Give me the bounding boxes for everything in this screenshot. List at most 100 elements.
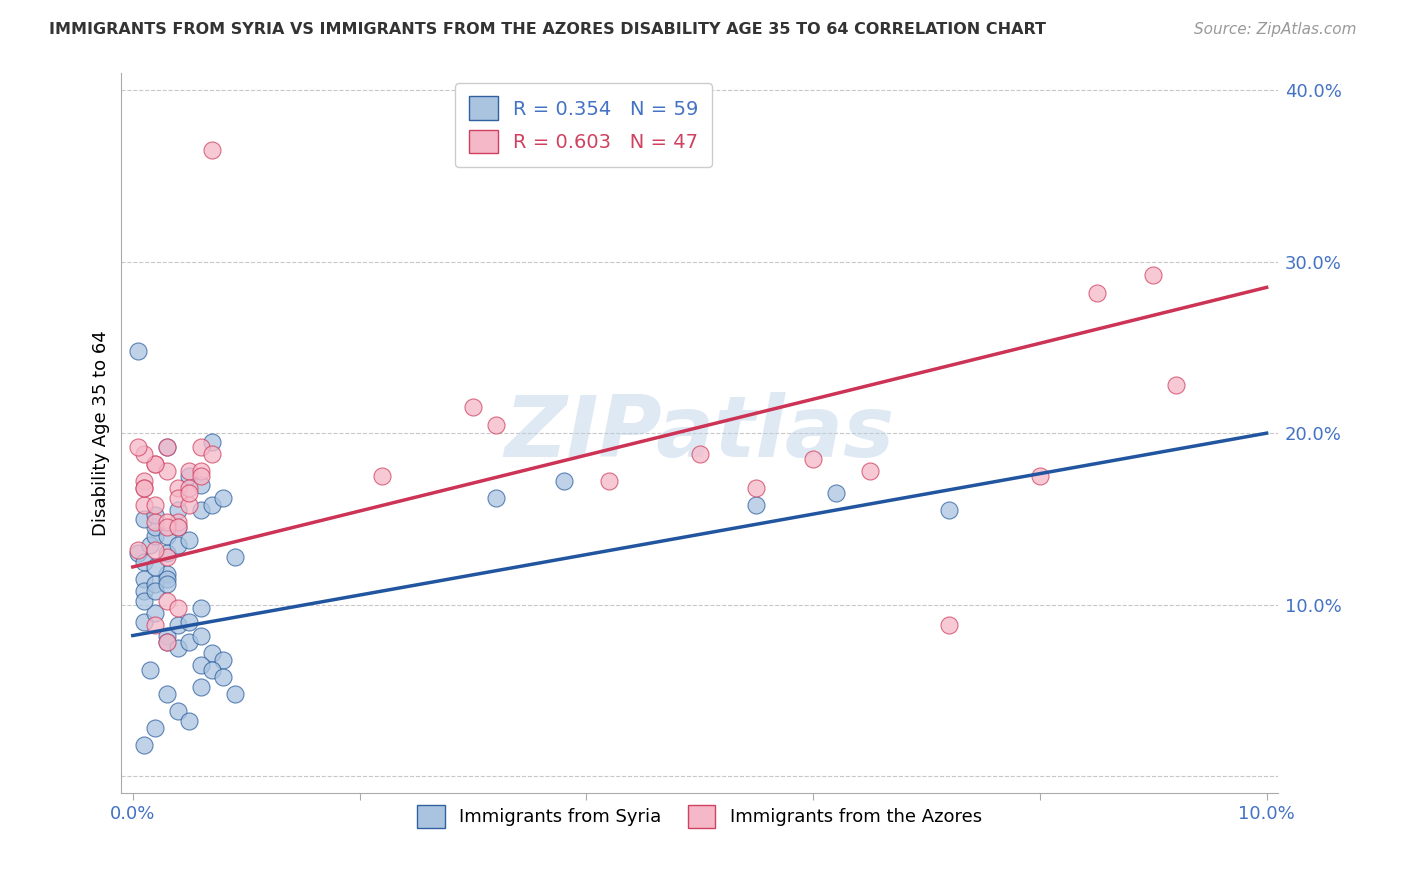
Point (859, 464, 882, 478)
Point (156, 440, 179, 454)
Point (145, 516, 167, 530)
Point (224, 549, 246, 564)
Point (1142, 268, 1164, 283)
Point (167, 601, 190, 615)
Point (139, 538, 162, 552)
Point (156, 635, 179, 649)
Point (156, 594, 179, 608)
Point (145, 457, 167, 471)
Point (190, 601, 212, 615)
Point (179, 635, 201, 649)
Point (938, 618, 960, 632)
Point (139, 663, 162, 677)
Point (145, 721, 167, 735)
Point (461, 401, 484, 415)
Y-axis label: Disability Age 35 to 64: Disability Age 35 to 64 (93, 330, 110, 536)
Point (156, 687, 179, 701)
Point (190, 680, 212, 694)
Point (134, 615, 156, 629)
Point (598, 474, 620, 488)
Point (167, 538, 190, 552)
Point (145, 498, 167, 512)
Point (134, 572, 156, 586)
Point (201, 447, 224, 461)
Point (201, 434, 224, 449)
Point (167, 520, 190, 534)
Point (145, 508, 167, 523)
Point (134, 512, 156, 526)
Point (134, 498, 156, 512)
Point (145, 577, 167, 591)
Point (1164, 378, 1187, 392)
Point (145, 618, 167, 632)
Point (938, 503, 960, 517)
Point (745, 481, 768, 495)
Point (212, 652, 235, 666)
Point (134, 594, 156, 608)
Point (484, 417, 506, 432)
Point (190, 503, 212, 517)
Point (134, 584, 156, 599)
Point (134, 481, 156, 495)
Point (167, 704, 190, 718)
Point (134, 739, 156, 753)
Point (127, 343, 149, 358)
Point (145, 584, 167, 599)
Point (179, 615, 201, 629)
Point (190, 464, 212, 478)
Point (156, 546, 179, 560)
Point (553, 474, 575, 488)
Point (224, 687, 246, 701)
Point (179, 498, 201, 512)
Point (134, 481, 156, 495)
Point (179, 469, 201, 483)
Point (145, 457, 167, 471)
Point (145, 607, 167, 621)
Point (145, 529, 167, 543)
Point (156, 549, 179, 564)
Point (167, 491, 190, 506)
Point (156, 572, 179, 586)
Point (156, 629, 179, 643)
Text: IMMIGRANTS FROM SYRIA VS IMMIGRANTS FROM THE AZORES DISABILITY AGE 35 TO 64 CORR: IMMIGRANTS FROM SYRIA VS IMMIGRANTS FROM… (49, 22, 1046, 37)
Point (167, 481, 190, 495)
Point (801, 451, 824, 466)
Point (201, 646, 224, 660)
Point (201, 143, 224, 157)
Point (179, 464, 201, 478)
Point (156, 577, 179, 591)
Point (689, 447, 711, 461)
Point (190, 657, 212, 672)
Point (156, 516, 179, 530)
Point (167, 640, 190, 655)
Point (134, 474, 156, 488)
Point (824, 486, 846, 500)
Point (156, 566, 179, 581)
Point (179, 533, 201, 547)
Point (190, 440, 212, 454)
Point (134, 447, 156, 461)
Point (190, 477, 212, 491)
Point (167, 520, 190, 534)
Point (145, 520, 167, 534)
Point (484, 491, 506, 506)
Point (201, 663, 224, 677)
Point (127, 542, 149, 557)
Text: Source: ZipAtlas.com: Source: ZipAtlas.com (1194, 22, 1357, 37)
Point (156, 464, 179, 478)
Point (179, 714, 201, 729)
Point (212, 491, 235, 506)
Point (190, 629, 212, 643)
Point (167, 618, 190, 632)
Text: ZIPatlas: ZIPatlas (505, 392, 894, 475)
Point (167, 516, 190, 530)
Point (145, 560, 167, 574)
Point (156, 529, 179, 543)
Point (179, 481, 201, 495)
Point (156, 635, 179, 649)
Point (145, 542, 167, 557)
Point (167, 503, 190, 517)
Point (134, 555, 156, 569)
Point (371, 469, 394, 483)
Legend: Immigrants from Syria, Immigrants from the Azores: Immigrants from Syria, Immigrants from t… (411, 798, 990, 835)
